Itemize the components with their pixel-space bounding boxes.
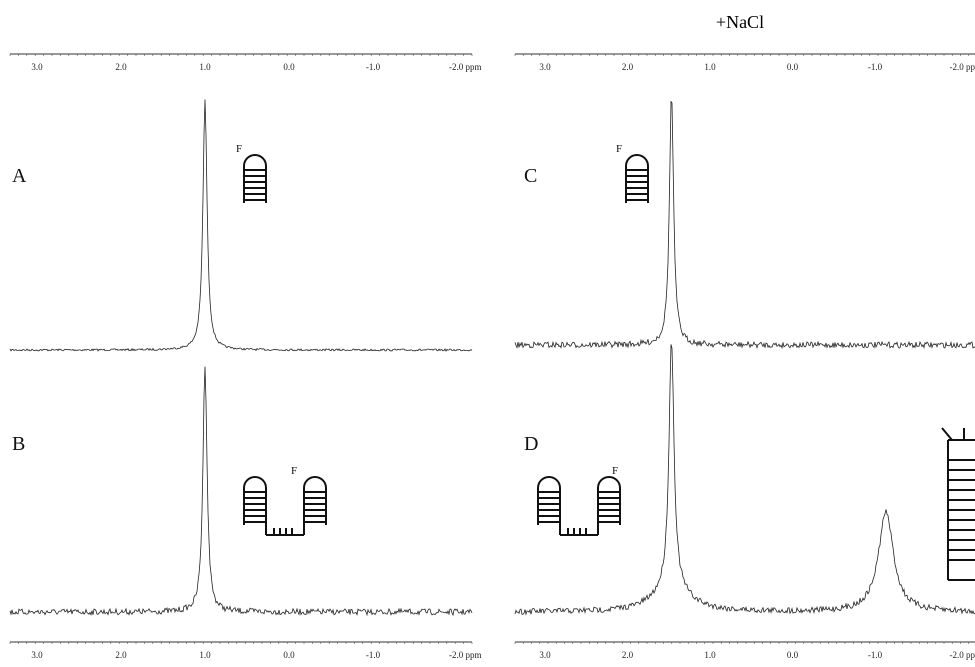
hairpin xyxy=(243,154,267,203)
tick-label: 3.0 xyxy=(31,62,43,72)
tick-label: 2.0 xyxy=(115,650,127,660)
tick-label: 1.0 xyxy=(704,650,716,660)
hairpin xyxy=(625,154,649,203)
tick-label: -2.0 ppm xyxy=(449,650,482,660)
tick-label: -1.0 xyxy=(868,650,883,660)
spectrum xyxy=(9,366,473,617)
tick-label: 0.0 xyxy=(787,650,799,660)
duplex xyxy=(941,427,975,581)
tag-label: F xyxy=(236,143,242,155)
tick-label: 0.0 xyxy=(787,62,799,72)
tick-label: 0.0 xyxy=(283,62,295,72)
tick-label: -1.0 xyxy=(366,62,381,72)
tick-label: -1.0 xyxy=(868,62,883,72)
tick-label: -1.0 xyxy=(366,650,381,660)
panel-label: D xyxy=(524,433,538,455)
tick-label: 1.0 xyxy=(704,62,716,72)
tick-label: 0.0 xyxy=(283,650,295,660)
tick-label: 2.0 xyxy=(622,650,634,660)
spectrum xyxy=(514,100,975,350)
tick-label: 1.0 xyxy=(199,62,211,72)
tick-label: -2.0 ppm xyxy=(950,650,975,660)
tick-label: 3.0 xyxy=(539,650,551,660)
hairpin-pair xyxy=(243,476,327,536)
tag-label: F xyxy=(612,465,618,477)
spectrum xyxy=(9,99,473,352)
tick-label: 2.0 xyxy=(622,62,634,72)
spectrum xyxy=(514,344,975,616)
tick-label: -2.0 ppm xyxy=(950,62,975,72)
tag-label: F xyxy=(291,465,297,477)
panel-label: B xyxy=(12,433,25,455)
panel-label: C xyxy=(524,165,537,187)
tick-label: 1.0 xyxy=(199,650,211,660)
panel-label: A xyxy=(12,165,27,187)
tick-label: -2.0 ppm xyxy=(449,62,482,72)
hairpin-pair xyxy=(537,476,621,536)
tick-label: 3.0 xyxy=(539,62,551,72)
tick-label: 2.0 xyxy=(115,62,127,72)
tag-label: F xyxy=(616,143,622,155)
tick-label: 3.0 xyxy=(31,650,43,660)
icons xyxy=(243,154,975,581)
title: +NaCl xyxy=(716,12,764,32)
